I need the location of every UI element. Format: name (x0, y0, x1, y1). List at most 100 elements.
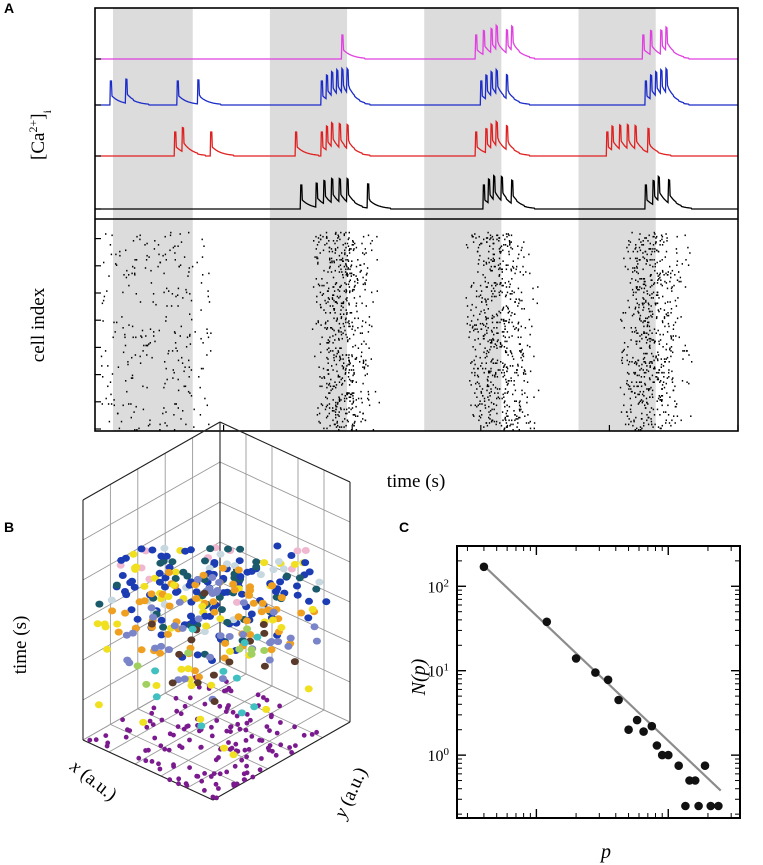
raster-spike (490, 259, 492, 261)
raster-spike (339, 238, 341, 241)
raster-spike (349, 393, 352, 396)
raster-spike (637, 280, 639, 283)
raster-spike (368, 316, 371, 318)
raster-spike (635, 286, 638, 288)
raster-spike (164, 235, 166, 238)
raster-spike (663, 241, 665, 243)
raster-x-label: time (s) (387, 471, 446, 492)
raster-spike (492, 238, 494, 241)
raster-spike (481, 242, 483, 245)
raster-spike (336, 317, 338, 320)
raster-spike (474, 363, 476, 366)
raster-spike (126, 269, 128, 272)
raster-spike (637, 312, 640, 314)
raster-spike (480, 392, 483, 394)
raster-spike (515, 298, 517, 300)
calcium-traces (95, 23, 738, 210)
raster-spike (645, 284, 647, 287)
cluster-point (293, 591, 302, 599)
raster-spike (193, 408, 195, 411)
raster-spike (640, 385, 643, 388)
raster-spike (514, 301, 516, 303)
raster-spike (676, 317, 679, 320)
cluster-point (140, 597, 149, 605)
raster-spike (631, 361, 633, 363)
raster-spike (662, 271, 664, 273)
raster-spike (342, 367, 344, 370)
raster-spike (113, 404, 115, 407)
floor-projection-point (266, 747, 272, 753)
raster-spike (510, 268, 512, 271)
raster-spike (479, 403, 481, 405)
raster-spike (495, 420, 498, 423)
raster-spike (670, 312, 672, 314)
raster-spike (646, 339, 649, 341)
raster-spike (631, 314, 634, 317)
raster-spike (506, 366, 508, 368)
raster-spike (660, 283, 662, 286)
raster-spike (501, 371, 503, 374)
raster-spike (627, 363, 630, 366)
raster-spike (362, 362, 365, 364)
raster-spike (656, 302, 659, 305)
floor-projection-point (120, 717, 125, 723)
raster-spike (104, 350, 107, 352)
raster-spike (639, 249, 642, 252)
raster-spike (668, 369, 670, 371)
raster-spike (360, 420, 362, 423)
raster-spike (131, 377, 134, 379)
raster-spike (531, 325, 533, 328)
raster-spike (672, 335, 674, 337)
raster-spike (641, 393, 644, 396)
raster-spike (349, 268, 351, 271)
floor-projection-point (244, 754, 250, 760)
raster-spike (642, 244, 645, 246)
raster-spike (626, 371, 629, 374)
n-p-point (591, 668, 600, 677)
raster-spike (507, 382, 509, 385)
raster-spike (524, 327, 527, 329)
raster-spike (359, 332, 362, 334)
raster-spike (491, 269, 493, 272)
raster-spike (533, 396, 535, 398)
raster-spike (689, 252, 691, 254)
raster-spike (328, 412, 330, 415)
raster-spike (646, 253, 648, 256)
raster-spike (505, 320, 508, 322)
raster-spike (654, 302, 656, 305)
raster-spike (327, 339, 329, 341)
raster-spike (627, 346, 629, 348)
floor-projection-point (178, 711, 184, 717)
raster-spike (651, 393, 653, 396)
raster-spike (669, 347, 671, 349)
raster-spike (497, 332, 499, 334)
cluster-point (133, 615, 142, 623)
raster-spike (485, 325, 487, 328)
raster-spike (653, 235, 655, 238)
raster-spike (510, 269, 513, 272)
raster-spike (320, 306, 322, 309)
raster-spike (333, 308, 336, 310)
raster-spike (340, 268, 342, 271)
raster-spike (642, 303, 644, 306)
raster-spike (501, 397, 503, 400)
raster-spike (533, 427, 535, 430)
raster-spike (327, 362, 329, 364)
raster-spike (474, 328, 476, 330)
raster-spike (325, 321, 327, 324)
raster-spike (332, 350, 334, 352)
raster-spike (661, 269, 664, 272)
raster-spike (351, 290, 354, 292)
cluster-point (235, 557, 244, 565)
raster-spike (144, 267, 147, 269)
raster-spike (484, 347, 486, 349)
calcium-trace (95, 23, 738, 60)
raster-spike (640, 287, 643, 290)
raster-spike (497, 369, 499, 371)
raster-spike (484, 276, 486, 279)
cluster-point (230, 586, 239, 594)
raster-spike (622, 312, 624, 314)
raster-spike (496, 340, 499, 343)
cluster-point (200, 589, 209, 597)
floor-projection-point (248, 717, 253, 723)
